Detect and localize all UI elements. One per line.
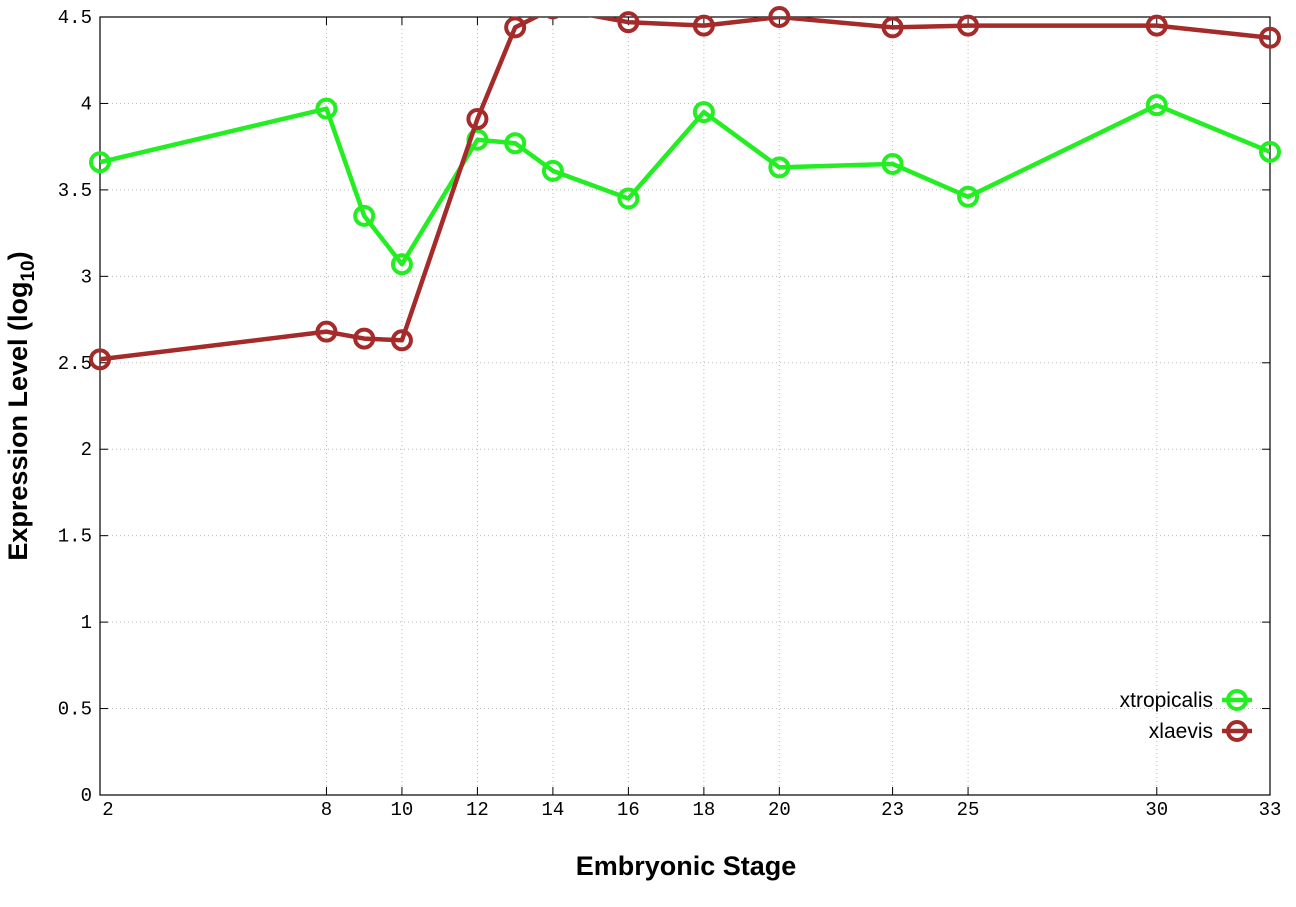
data-point [692,14,715,37]
y-axis-title-end: ) [3,251,33,260]
legend-marker [1226,689,1248,711]
data-point [315,97,338,120]
x-tick-label: 20 [768,799,791,821]
x-tick-label: 25 [957,799,980,821]
data-point [353,327,376,350]
y-axis-title-sub: 10 [18,260,39,281]
y-axis-title: Expression Level (log10) [3,251,39,560]
y-tick-label: 0 [81,785,92,807]
data-point [957,14,980,37]
data-point [466,108,489,131]
x-tick-label: 12 [466,799,489,821]
series [89,6,1281,371]
y-tick-label: 2 [81,439,92,461]
data-point [1145,14,1168,37]
plot-frame [99,16,1271,796]
data-point [1259,26,1281,49]
series-line [100,102,1270,267]
x-tick-label: 33 [1259,799,1282,821]
data-point [692,101,715,124]
legend-label: xlaevis [1149,720,1213,743]
data-point [89,348,111,371]
data-point [504,16,527,39]
y-tick-label: 4 [81,93,92,115]
legend-marker [1226,720,1248,742]
x-tick-label: 18 [692,799,715,821]
x-axis-title: Embryonic Stage [576,851,797,881]
y-tick-label: 1 [81,612,92,634]
x-tick-label: 23 [881,799,904,821]
data-point [768,156,791,179]
y-tick-label: 2.5 [58,353,92,375]
data-point [546,17,560,20]
legend-label: xtropicalis [1120,689,1213,712]
data-point [353,204,376,227]
x-tick-label: 10 [391,799,414,821]
data-point [89,151,111,174]
y-tick-label: 4.5 [58,7,92,29]
ticks: 0 0.5 1 1.5 2 2.5 3 3.5 4 4.5 2 8 10 12 14 16 18 20 23 25 30… [58,7,1282,821]
y-tick-label: 3 [81,266,92,288]
data-point [390,253,413,276]
data-point [617,11,640,34]
y-tick-label: 0.5 [58,699,92,721]
data-point [504,132,527,155]
data-point [390,329,413,352]
x-tick-label: 16 [617,799,640,821]
data-point [1145,94,1168,117]
data-point [315,320,338,343]
data-point [881,152,904,175]
data-point [957,185,980,208]
y-tick-label: 1.5 [58,526,92,548]
y-tick-label: 3.5 [58,180,92,202]
x-tick-label: 30 [1145,799,1168,821]
data-point [881,16,904,39]
data-point [617,187,640,210]
series-line [100,17,1270,362]
y-axis-title-main: Expression Level (log [3,282,33,561]
data-point [541,159,564,182]
x-tick-label: 2 [102,799,113,821]
x-tick-label: 14 [541,799,564,821]
data-point [1259,140,1281,163]
legend: xtropicalis xlaevis [1120,689,1252,743]
x-tick-label: 8 [321,799,332,821]
data-point [768,6,791,28]
